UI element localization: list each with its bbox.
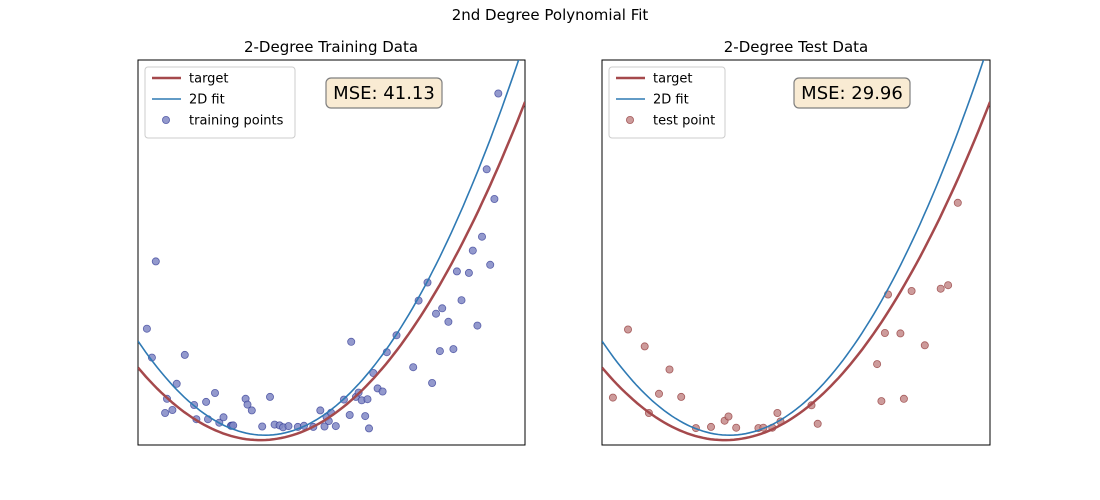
training-point [363,395,372,404]
test-point [707,422,716,431]
training-point [172,379,181,388]
training-point [180,350,189,359]
test-point [953,198,962,207]
test-point [880,328,889,337]
test-point [944,281,953,290]
training-point [486,260,495,269]
training-point [444,317,453,326]
test-chart-title: 2-Degree Test Data [724,38,868,56]
training-point [482,165,491,174]
test-point [724,412,733,421]
training-point [151,257,160,266]
training-mse-annotation: MSE: 41.13 [325,77,443,109]
training-point [428,378,437,387]
training-point [438,304,447,313]
training-point [219,413,228,422]
training-point [316,406,325,415]
training-point [247,406,256,415]
training-legend-swatch [161,116,170,125]
test-point [936,284,945,293]
test-legend: target 2D fit test point [608,66,726,139]
training-point [284,422,293,431]
training-mse-box [325,77,443,109]
training-point [490,194,499,203]
test-point [873,360,882,369]
training-point [347,337,356,346]
training-legend-label: 2D fit [189,93,225,108]
training-point [452,267,461,276]
test-point [655,389,664,398]
training-point [431,309,440,318]
training-point [457,296,466,305]
training-point [477,232,486,241]
training-chart-title: 2-Degree Training Data [244,38,418,56]
test-point [907,286,916,295]
test-target-line [602,101,990,442]
training-point [473,321,482,330]
test-point [608,393,617,402]
training-point [494,89,503,98]
test-point [624,325,633,334]
training-point [258,422,267,431]
training-point [364,424,373,433]
training-plot-area [138,60,525,442]
figure-title: 2nd Degree Polynomial Fit [451,6,649,24]
training-point [168,405,177,414]
test-point [732,423,741,432]
training-point [345,410,354,419]
test-point [813,419,822,428]
test-point [920,341,929,350]
test-legend-label: target [653,72,693,87]
training-point [161,408,170,417]
test-fit-line [602,60,985,437]
test-mse-label: MSE: 29.96 [801,83,903,104]
training-point [361,412,370,421]
training-legend-box [144,66,296,139]
training-point [449,345,458,354]
training-point [202,397,211,406]
training-fit-line [138,60,520,437]
training-point [464,268,473,277]
test-mse-box [793,77,911,109]
test-plot-area [602,60,990,442]
training-point [435,347,444,356]
test-mse-annotation: MSE: 29.96 [793,77,911,109]
training-point [210,388,219,397]
training-target-line [138,101,525,442]
test-axes-frame [601,59,991,446]
training-point [409,363,418,372]
test-legend-label: test point [653,114,715,129]
training-legend-label: target [189,72,229,87]
test-legend-label: 2D fit [653,93,689,108]
training-point [265,392,274,401]
test-legend-box [608,66,726,139]
test-point [896,329,905,338]
training-mse-label: MSE: 41.13 [333,83,435,104]
training-point [378,387,387,396]
training-legend: target 2D fit training points [144,66,296,139]
test-point [665,365,674,374]
test-point [773,408,782,417]
test-point [877,397,886,406]
training-point [320,422,329,431]
test-legend-swatch [626,116,635,125]
training-point [243,400,252,409]
training-axes-frame [137,59,526,446]
training-point [142,324,151,333]
training-point [468,246,477,255]
training-legend-label: training points [189,114,284,129]
test-point [899,394,908,403]
test-point [640,342,649,351]
training-point [331,422,340,431]
test-point [677,392,686,401]
